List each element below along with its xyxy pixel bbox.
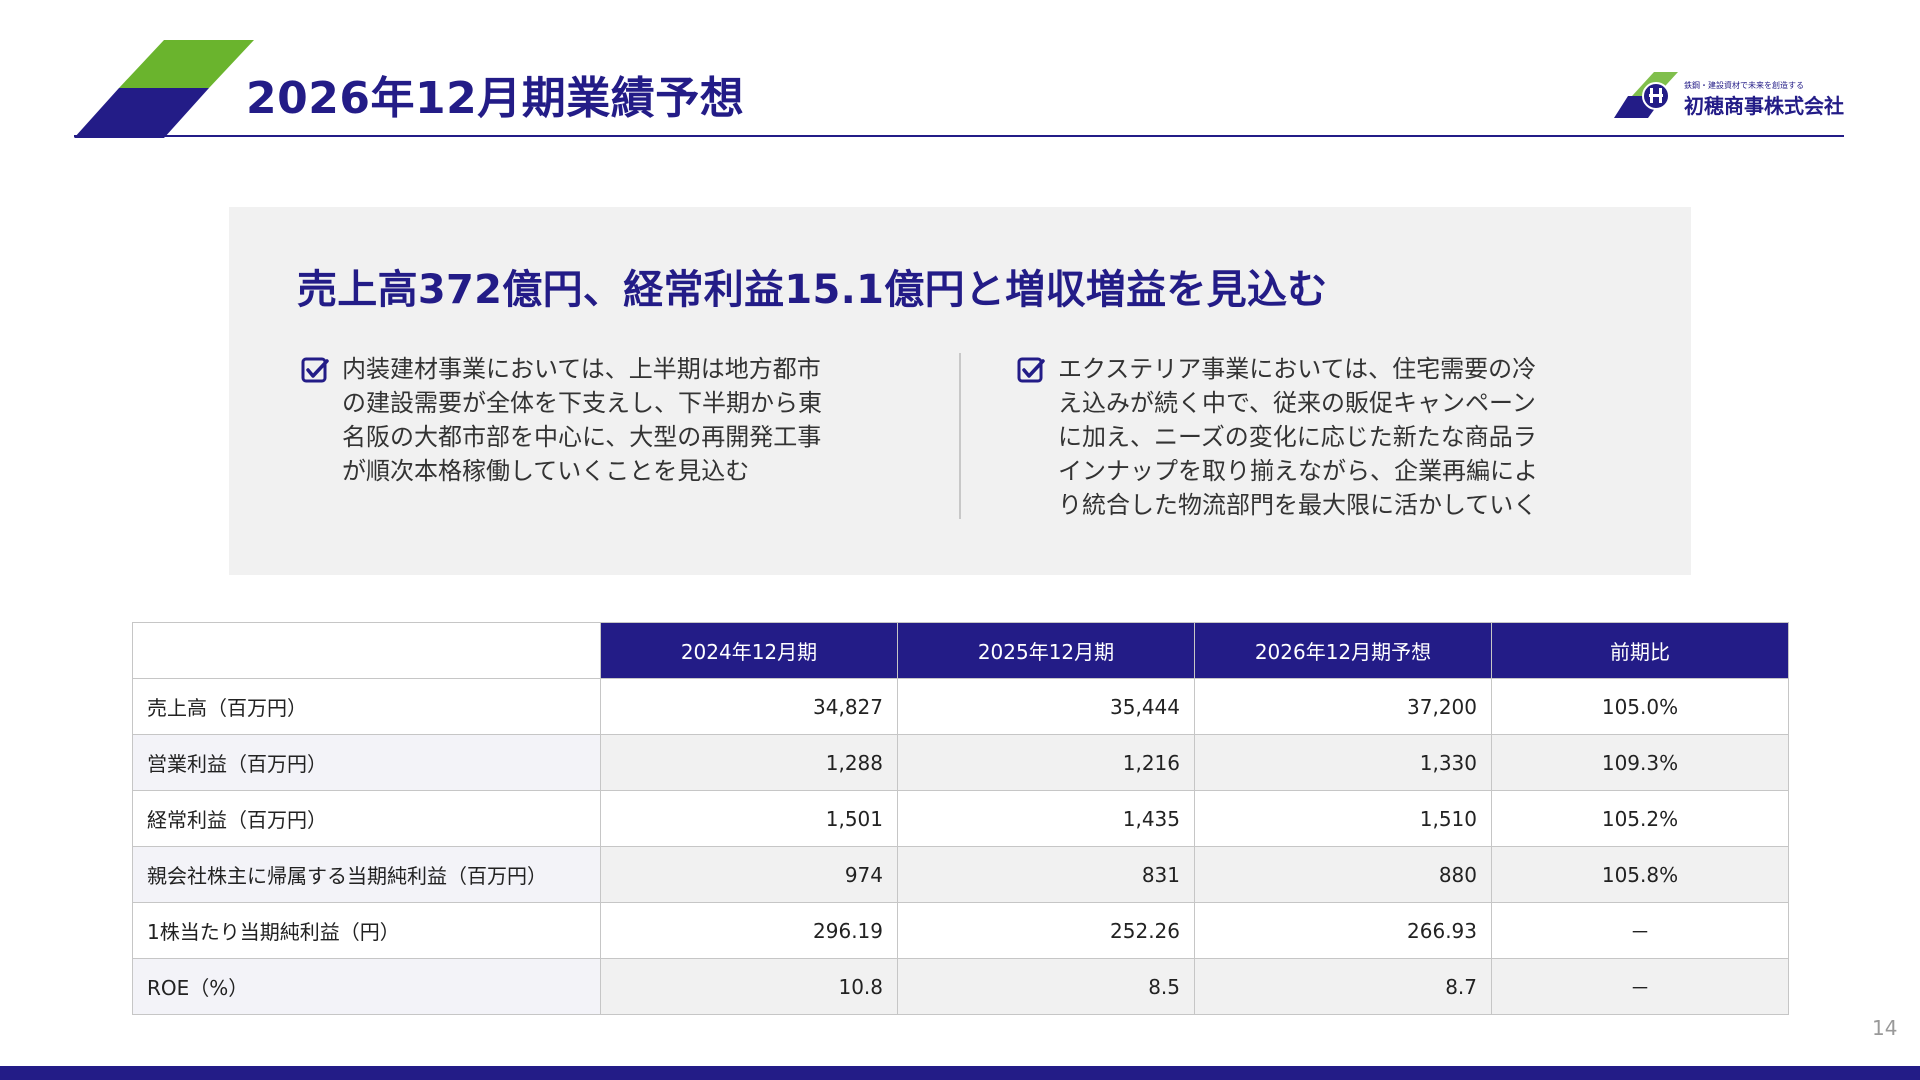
table-cell: 10.8 [600, 958, 898, 1015]
table-cell: 1,501 [600, 790, 898, 847]
table-cell: 34,827 [600, 678, 898, 735]
table-row: 営業利益（百万円） 1,288 1,216 1,330 109.3% [132, 734, 1789, 791]
table-cell: 8.7 [1194, 958, 1492, 1015]
table-row: 売上高（百万円） 34,827 35,444 37,200 105.0% [132, 678, 1789, 735]
page-number: 14 [1872, 1016, 1898, 1040]
table-cell: 831 [897, 846, 1195, 903]
table-header-cell: 前期比 [1491, 622, 1789, 679]
table-header-cell [132, 622, 601, 679]
table-cell: 8.5 [897, 958, 1195, 1015]
checkbox-icon [301, 357, 329, 383]
row-label: 1株当たり当期純利益（円） [132, 902, 601, 959]
table-row: 経常利益（百万円） 1,501 1,435 1,510 105.2% [132, 790, 1789, 847]
company-logo: 鉄鋼・建設資材で未来を創造する 初穂商事株式会社 [1614, 68, 1846, 120]
table-cell: 252.26 [897, 902, 1195, 959]
table-cell: 1,288 [600, 734, 898, 791]
logo-tagline: 鉄鋼・建設資材で未来を創造する [1684, 81, 1804, 90]
summary-point-interior: 内装建材事業においては、上半期は地方都市 の建設需要が全体を下支えし、下半期から… [300, 352, 860, 488]
table-cell: 1,510 [1194, 790, 1492, 847]
table-cell: 105.8% [1491, 846, 1789, 903]
row-label: 経常利益（百万円） [132, 790, 601, 847]
summary-panel: 売上高372億円、経常利益15.1億円と増収増益を見込む 内装建材事業においては… [229, 207, 1691, 575]
table-cell: 974 [600, 846, 898, 903]
logo-company-name: 初穂商事株式会社 [1684, 94, 1844, 118]
footer-bar [0, 1066, 1920, 1080]
table-row: ROE（%） 10.8 8.5 8.7 － [132, 958, 1789, 1015]
row-label: ROE（%） [132, 958, 601, 1015]
header-decoration [74, 40, 254, 138]
summary-point-exterior: エクステリア事業においては、住宅需要の冷 え込みが続く中で、従来の販促キャンペー… [1016, 352, 1616, 522]
forecast-table: 2024年12月期 2025年12月期 2026年12月期予想 前期比 売上高（… [132, 622, 1789, 1015]
table-cell: － [1491, 902, 1789, 959]
summary-divider [959, 353, 961, 519]
table-cell: 880 [1194, 846, 1492, 903]
table-row: 1株当たり当期純利益（円） 296.19 252.26 266.93 － [132, 902, 1789, 959]
slide-title: 2026年12月期業績予想 [246, 73, 745, 124]
logo-mark-icon [1614, 72, 1678, 118]
table-header-cell: 2025年12月期 [897, 622, 1195, 679]
row-label: 営業利益（百万円） [132, 734, 601, 791]
header-rule [74, 135, 1844, 137]
summary-point-text: エクステリア事業においては、住宅需要の冷 え込みが続く中で、従来の販促キャンペー… [1058, 355, 1538, 519]
table-cell: 1,330 [1194, 734, 1492, 791]
table-cell: 109.3% [1491, 734, 1789, 791]
checkbox-icon [1017, 357, 1045, 383]
table-cell: 266.93 [1194, 902, 1492, 959]
table-cell: 105.0% [1491, 678, 1789, 735]
table-cell: 35,444 [897, 678, 1195, 735]
table-cell: － [1491, 958, 1789, 1015]
table-header-cell: 2024年12月期 [600, 622, 898, 679]
summary-headline: 売上高372億円、経常利益15.1億円と増収増益を見込む [297, 267, 1328, 313]
row-label: 親会社株主に帰属する当期純利益（百万円） [132, 846, 601, 903]
table-cell: 296.19 [600, 902, 898, 959]
table-cell: 105.2% [1491, 790, 1789, 847]
table-cell: 37,200 [1194, 678, 1492, 735]
table-cell: 1,216 [897, 734, 1195, 791]
table-header-cell: 2026年12月期予想 [1194, 622, 1492, 679]
table-header-row: 2024年12月期 2025年12月期 2026年12月期予想 前期比 [132, 622, 1789, 679]
row-label: 売上高（百万円） [132, 678, 601, 735]
table-row: 親会社株主に帰属する当期純利益（百万円） 974 831 880 105.8% [132, 846, 1789, 903]
summary-point-text: 内装建材事業においては、上半期は地方都市 の建設需要が全体を下支えし、下半期から… [342, 355, 822, 485]
table-cell: 1,435 [897, 790, 1195, 847]
